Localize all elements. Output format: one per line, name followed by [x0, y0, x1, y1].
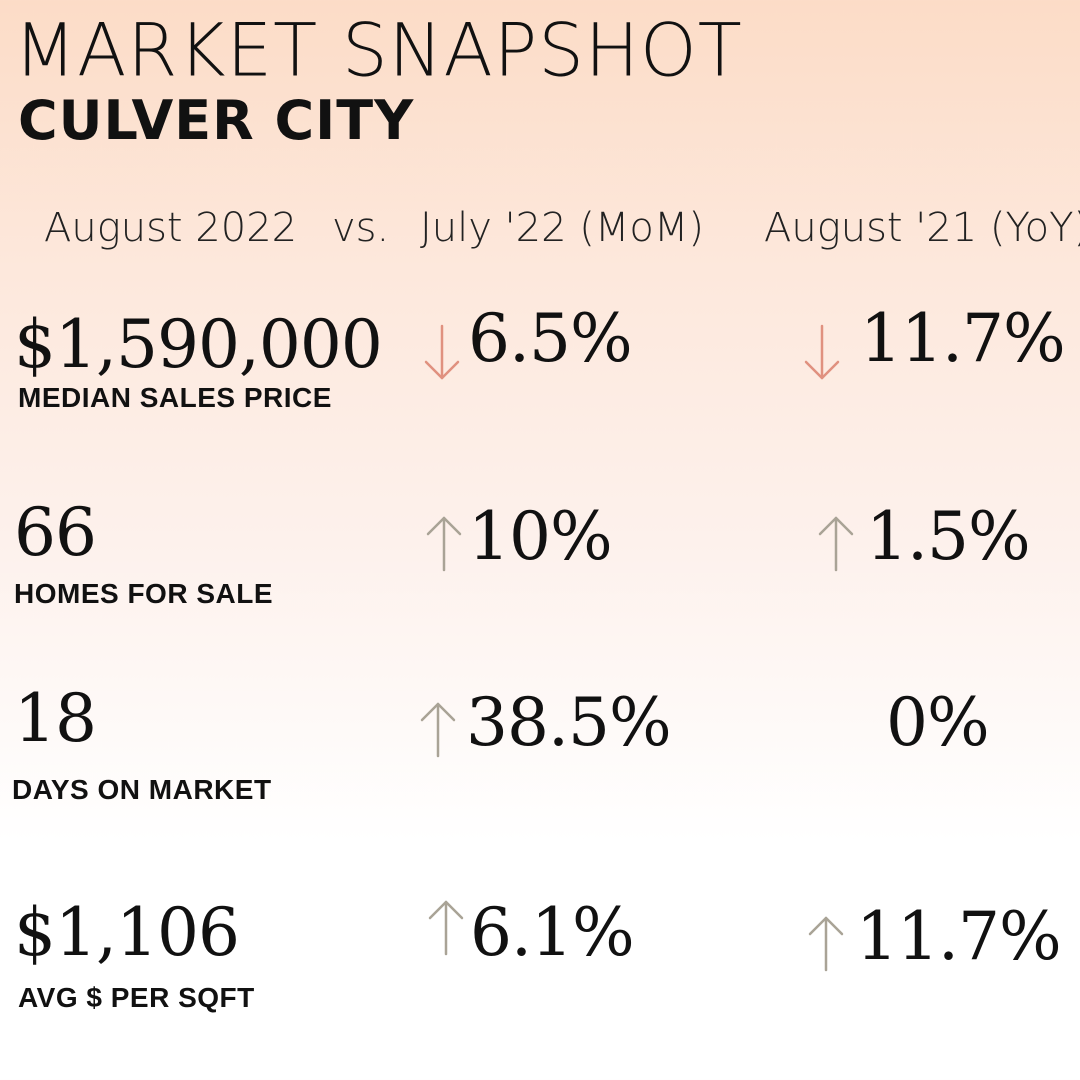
arrow-down-icon	[424, 322, 460, 382]
column-header-mom: July '22 (MoM)	[420, 205, 704, 251]
stat-label-median-sales-price: MEDIAN SALES PRICE	[18, 382, 332, 413]
mom-change-days-on-market: 38.5%	[466, 684, 672, 761]
mom-change-median-sales-price: 6.5%	[468, 300, 633, 377]
stat-label-homes-for-sale: HOMES FOR SALE	[14, 578, 274, 609]
yoy-change-days-on-market: 0%	[886, 684, 990, 761]
stat-value-homes-for-sale: 66	[14, 494, 97, 571]
arrow-up-icon	[428, 898, 464, 958]
mom-change-homes-for-sale: 10%	[468, 498, 613, 575]
column-header-yoy: August '21 (YoY)	[764, 205, 1080, 251]
column-header-current: August 2022	[44, 205, 298, 251]
stat-label-days-on-market: DAYS ON MARKET	[12, 774, 272, 805]
yoy-change-avg-per-sqft: 11.7%	[856, 898, 1062, 975]
yoy-change-median-sales-price: 11.7%	[860, 300, 1066, 377]
yoy-change-homes-for-sale: 1.5%	[866, 498, 1031, 575]
arrow-up-icon	[426, 514, 462, 574]
arrow-down-icon	[804, 322, 840, 382]
arrow-up-icon	[808, 914, 844, 974]
column-header-vs: vs.	[332, 205, 390, 251]
mom-change-avg-per-sqft: 6.1%	[470, 894, 635, 971]
page-title: MARKET SNAPSHOT	[14, 7, 743, 93]
stat-value-avg-per-sqft: $1,106	[14, 894, 240, 971]
stat-value-median-sales-price: $1,590,000	[14, 306, 383, 383]
arrow-up-icon	[818, 514, 854, 574]
stat-label-avg-per-sqft: AVG $ PER SQFT	[18, 982, 255, 1013]
stat-value-days-on-market: 18	[14, 680, 97, 757]
arrow-up-icon	[420, 700, 456, 760]
city-subtitle: CULVER CITY	[18, 89, 415, 152]
